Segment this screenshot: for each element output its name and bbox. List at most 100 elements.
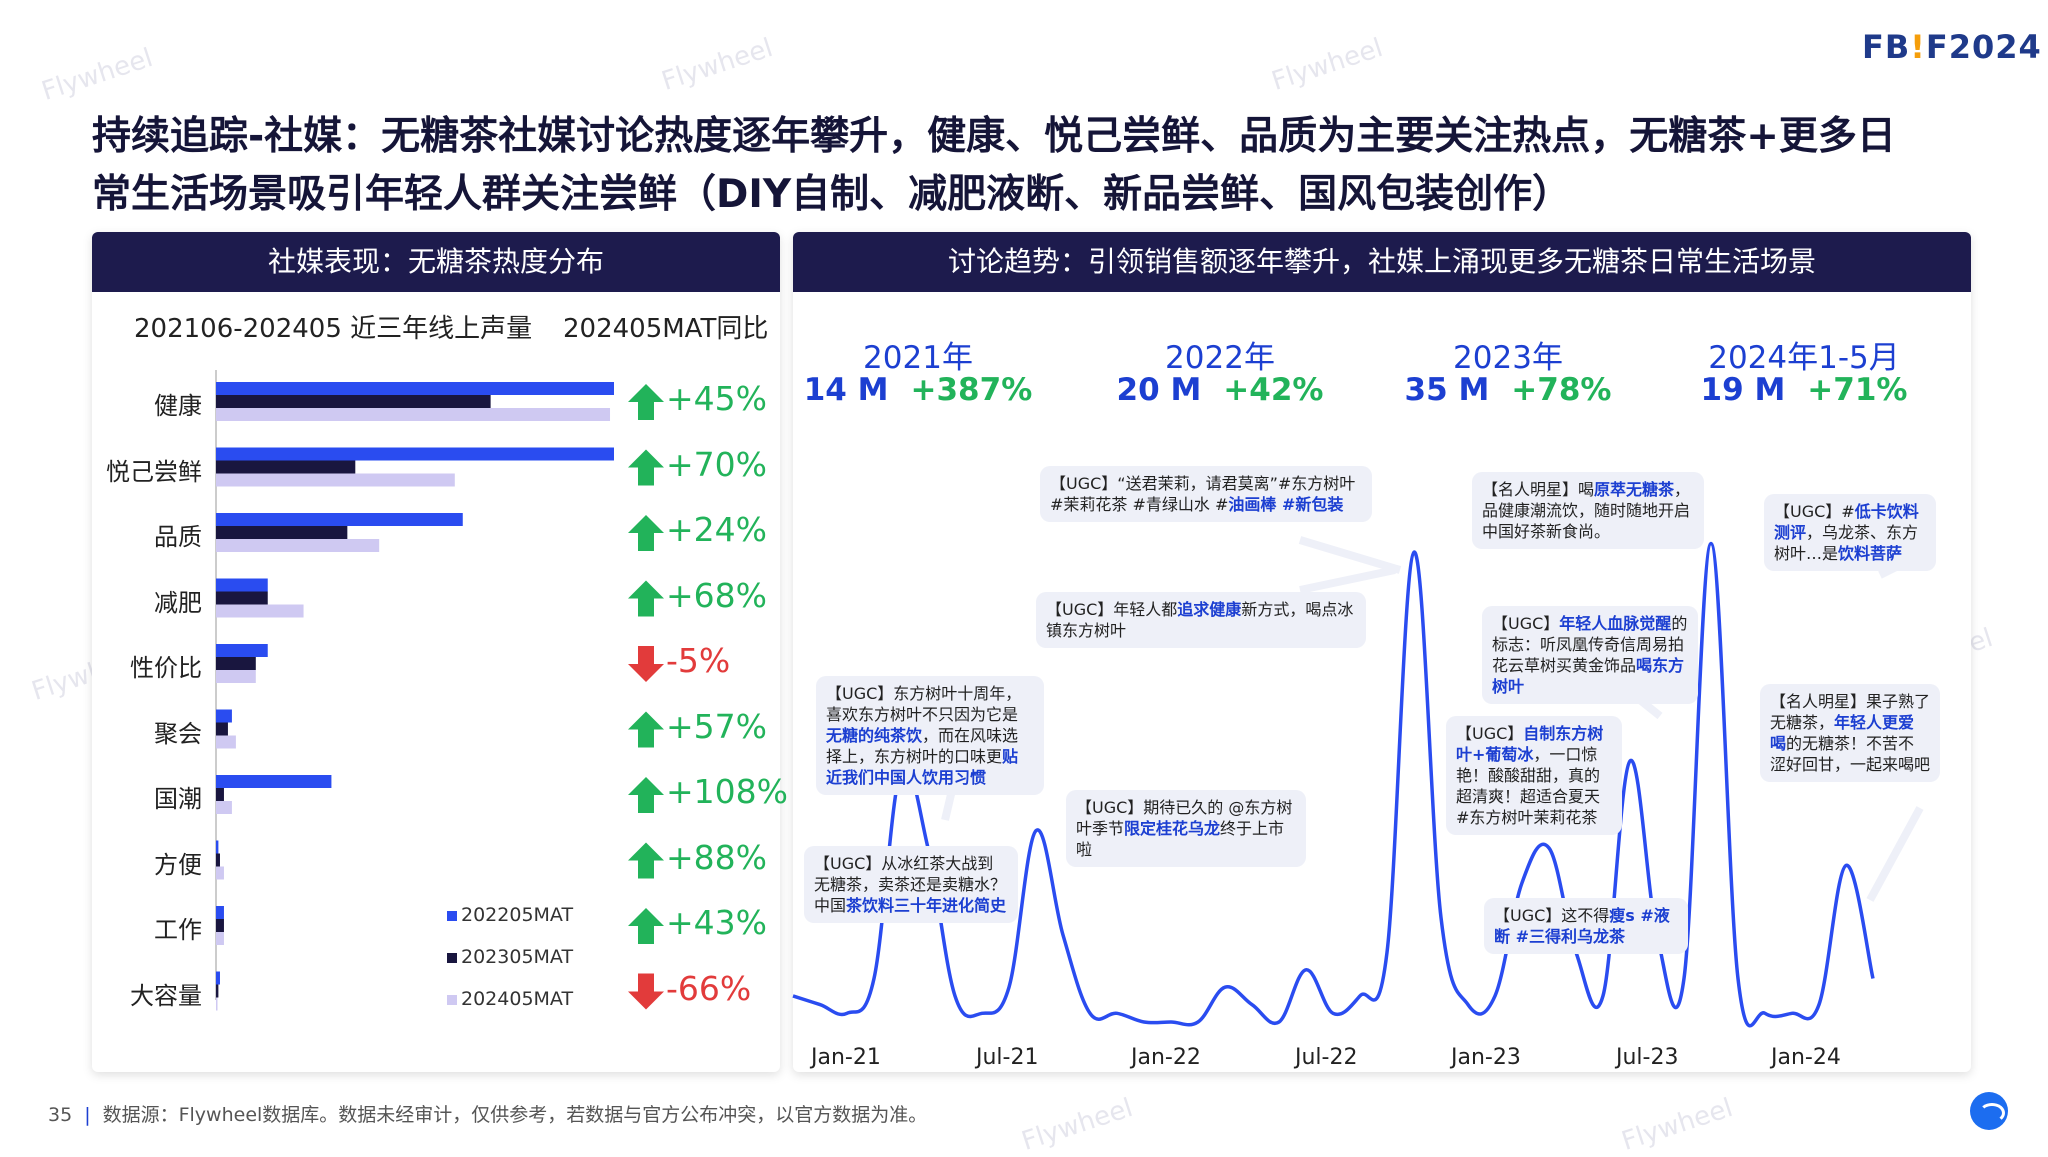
annotation-highlight: 自制东方树叶+葡萄冰 — [1456, 724, 1604, 764]
annotation-highlight: 无糖的纯茶饮 — [826, 726, 923, 745]
annotation-bubble: 【名人明星】喝原萃无糖茶，品健康潮流饮，随时随地开启中国好茶新食尚。 — [1472, 472, 1704, 549]
annotation-highlight: 限定桂花乌龙 — [1124, 819, 1221, 838]
annotation-highlight: 饮料菩萨 — [1838, 544, 1903, 563]
bar-202205MAT — [216, 447, 614, 461]
fbif-logo: FB!F2024 — [1862, 28, 2042, 66]
yoy-value: -5% — [666, 641, 731, 680]
annotation-highlight: 贴近我们中国人饮用习惯 — [826, 747, 1019, 787]
year-growth: +42% — [1223, 372, 1324, 408]
annotation-bubble: 【名人明星】果子熟了无糖茶，年轻人更爱喝的无糖茶！不苦不涩好回甘，一起来喝吧 — [1760, 684, 1940, 782]
category-label: 品质 — [154, 523, 202, 551]
bar-202305MAT — [216, 526, 348, 539]
legend-label: 202205MAT — [461, 904, 574, 926]
x-tick: Jul-22 — [1295, 1045, 1358, 1070]
x-tick: Jul-23 — [1616, 1045, 1679, 1070]
category-label: 方便 — [154, 850, 202, 879]
annotation-text: 新方式，喝点冰镇东方树叶 — [1046, 600, 1354, 640]
title-line-1: 持续追踪-社媒：无糖茶社媒讨论热度逐年攀升，健康、悦己尝鲜、品质为主要关注热点，… — [92, 114, 1896, 159]
volume-subtitle: 202106-202405 近三年线上声量 — [134, 314, 533, 344]
bar-202305MAT — [216, 395, 491, 408]
annotation-text: 的无糖茶！不苦不涩好回甘，一起来喝吧 — [1770, 734, 1931, 774]
year-stats: 19 M +71% — [1674, 372, 1934, 408]
annotation-highlight: 年轻人更爱喝 — [1770, 713, 1915, 753]
bubble-tail — [1299, 566, 1396, 594]
bar-202305MAT — [216, 460, 356, 474]
bar-202205MAT — [216, 840, 219, 854]
bar-202405MAT — [216, 735, 236, 749]
bar-202305MAT — [216, 919, 224, 932]
year-stats: 35 M +78% — [1378, 372, 1638, 408]
category-label: 健康 — [154, 392, 202, 420]
legend-label: 202405MAT — [461, 988, 574, 1010]
up-arrow-icon — [628, 515, 664, 551]
yoy-value: +108% — [666, 772, 788, 811]
bar-202405MAT — [216, 539, 380, 552]
footer: 35 | 数据源：Flywheel数据库。数据未经审计，仅供参考，若数据与官方公布冲… — [48, 1104, 928, 1126]
category-label: 工作 — [154, 916, 202, 944]
annotation-highlight: 瘦s #液断 #三得利乌龙茶 — [1494, 906, 1670, 946]
year-label: 2022年 — [1165, 340, 1275, 376]
year-volume: 35 M — [1404, 372, 1490, 408]
annotation-text: 终于上市啦 — [1076, 819, 1285, 859]
left-panel-header: 社媒表现：无糖茶热度分布 — [92, 232, 780, 292]
annotation-bubble: 【UGC】自制东方树叶+葡萄冰，一口惊艳！酸酸甜甜，真的超清爽！超适合夏天 #东… — [1446, 716, 1622, 835]
year-stats: 14 M +387% — [788, 372, 1048, 408]
title-line-2: 常生活场景吸引年轻人群关注尝鲜（DIY自制、减肥液断、新品尝鲜、国风包装创作） — [92, 172, 1572, 217]
year-label: 2024年1-5月 — [1708, 340, 1900, 376]
year-label: 2023年 — [1453, 340, 1563, 376]
category-label: 性价比 — [130, 654, 202, 682]
up-arrow-icon — [628, 711, 664, 748]
yoy-value: +70% — [666, 444, 767, 484]
up-arrow-icon — [628, 580, 664, 617]
annotation-text: 【UGC】“送君茉莉，请君莫离”#东方树叶 #茉莉花茶 #青绿山水 # — [1050, 474, 1356, 514]
bar-202205MAT — [216, 775, 332, 788]
bar-202205MAT — [216, 709, 232, 723]
annotation-text: 【名人明星】果子熟了无糖茶， — [1770, 692, 1931, 732]
yoy-subtitle: 202405MAT同比 — [563, 314, 769, 344]
year-volume: 19 M — [1700, 372, 1786, 408]
annotation-text: 【UGC】# — [1774, 502, 1855, 521]
annotation-bubble: 【UGC】#低卡饮料测评，乌龙茶、东方树叶…是饮料菩萨 — [1764, 494, 1936, 571]
up-arrow-icon — [628, 842, 664, 879]
source-note: 数据源：Flywheel数据库。数据未经审计，仅供参考，若数据与官方公布冲突，以… — [102, 1104, 928, 1126]
annotation-bubble: 【UGC】期待已久的 @东方树叶季节限定桂花乌龙终于上市啦 — [1066, 790, 1306, 867]
yoy-value: -66% — [666, 968, 752, 1008]
bar-202205MAT — [216, 644, 268, 657]
category-label: 国潮 — [154, 785, 202, 813]
x-tick: Jan-21 — [811, 1045, 881, 1070]
yoy-value: +88% — [666, 837, 767, 877]
left-panel: 社媒表现：无糖茶热度分布 — [92, 232, 780, 1072]
bar-202405MAT — [216, 604, 304, 618]
bar-202405MAT — [216, 801, 232, 814]
annotation-bubble: 【UGC】年轻人血脉觉醒的标志：听凤凰传奇信周易拍花云草树买黄金饰品喝东方树叶 — [1482, 606, 1698, 704]
annotation-highlight: 茶饮料三十年进化简史 — [846, 896, 1007, 915]
category-label: 聚会 — [154, 719, 202, 748]
bar-202405MAT — [216, 473, 455, 487]
up-arrow-icon — [628, 777, 664, 813]
bar-202405MAT — [216, 997, 218, 1011]
annotation-bubble: 【UGC】从冰红茶大战到无糖茶，卖茶还是卖糖水？中国茶饮料三十年进化简史 — [804, 846, 1018, 923]
bar-202305MAT — [216, 722, 228, 736]
annotation-highlight: 低卡饮料测评 — [1774, 502, 1919, 542]
annotation-text: 【UGC】期待已久的 @东方树叶季节 — [1076, 798, 1293, 838]
x-tick: Jan-23 — [1451, 1045, 1521, 1070]
annotation-text: ，乌龙茶、东方树叶…是 — [1774, 523, 1919, 563]
bar-202305MAT — [216, 984, 219, 998]
bar-202405MAT — [216, 408, 611, 421]
down-arrow-icon — [628, 973, 664, 1010]
annotation-text: ，品健康潮流饮，随时随地开启中国好茶新食尚。 — [1482, 480, 1691, 541]
bar-202205MAT — [216, 906, 224, 919]
bar-202305MAT — [216, 788, 224, 801]
year-growth: +71% — [1807, 372, 1908, 408]
annotation-bubble: 【UGC】东方树叶十周年，喜欢东方树叶不只因为它是无糖的纯茶饮，而在风味选择上，… — [816, 676, 1044, 795]
x-tick: Jul-21 — [976, 1045, 1039, 1070]
year-stats: 20 M +42% — [1090, 372, 1350, 408]
bubble-tail — [1866, 806, 1924, 902]
right-panel: 讨论趋势：引领销售额逐年攀升，社媒上涌现更多无糖茶日常生活场景 — [793, 232, 1971, 1072]
legend-202405: 202405MAT — [447, 988, 573, 1010]
annotation-highlight: 油画棒 #新包装 — [1228, 495, 1344, 514]
bar-202205MAT — [216, 513, 463, 526]
trend-line — [792, 541, 1875, 1028]
